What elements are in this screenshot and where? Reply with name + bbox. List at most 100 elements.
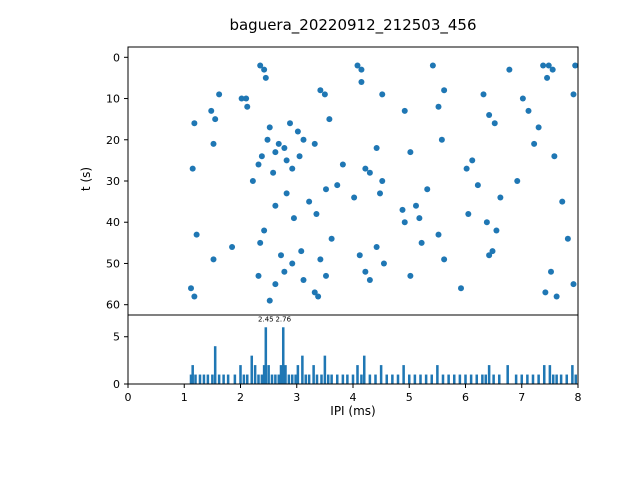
scatter-point (373, 145, 380, 152)
histogram-bar (330, 374, 333, 384)
histogram-bar (520, 374, 524, 384)
histogram-bar (351, 374, 355, 384)
histogram-bar (264, 327, 268, 384)
y-tick-label: 5 (113, 331, 120, 344)
histogram-bar (262, 365, 266, 384)
histogram-bar (189, 374, 193, 384)
scatter-point (339, 161, 346, 168)
scatter-point (438, 136, 445, 143)
histogram-bar (284, 365, 287, 384)
histogram-bar (202, 374, 206, 384)
histogram-bar (320, 374, 323, 384)
x-axis-label: IPI (ms) (330, 404, 376, 418)
scatter-point (289, 165, 296, 172)
histogram-bar (287, 374, 291, 384)
histogram-bar (206, 374, 210, 384)
scatter-point (474, 182, 481, 189)
scatter-point (300, 276, 307, 283)
scatter-point (313, 210, 320, 217)
histogram-bar (447, 374, 450, 384)
scatter-point (272, 281, 279, 288)
histogram-bar (402, 365, 405, 384)
x-tick-label: 5 (406, 391, 413, 404)
x-tick-label: 1 (181, 391, 188, 404)
histogram-bar (487, 365, 491, 384)
histogram-axes-frame (127, 314, 579, 385)
scatter-point (525, 107, 532, 114)
scatter-point (261, 66, 268, 73)
scatter-point (553, 293, 560, 300)
scatter-point (497, 194, 504, 201)
scatter-point (189, 165, 196, 172)
scatter-point (441, 87, 448, 94)
y-tick-label: 0 (113, 51, 120, 64)
scatter-point (544, 74, 551, 81)
scatter-point (424, 186, 431, 193)
histogram-bar (391, 374, 394, 384)
histogram-bar (548, 365, 552, 384)
histogram-bar (239, 365, 242, 384)
scatter-point (564, 235, 571, 242)
histogram-bar (379, 365, 383, 384)
scatter-point (334, 182, 341, 189)
scatter-point (287, 120, 293, 127)
scatter-point (358, 79, 365, 86)
histogram-bar (368, 374, 372, 384)
scatter-point (407, 149, 414, 156)
histogram-bar (407, 374, 411, 384)
scatter-point (244, 103, 251, 110)
histogram-bar (341, 374, 345, 384)
scatter-point (549, 66, 556, 73)
scatter-point (429, 62, 436, 69)
x-tick-label: 4 (350, 391, 357, 404)
scatter-point (435, 103, 442, 110)
y-tick-label: 20 (106, 134, 120, 147)
histogram-bar (226, 374, 230, 384)
scatter-point (278, 252, 284, 259)
scatter-point (326, 116, 333, 123)
scatter-point (272, 202, 279, 209)
scatter-point (506, 66, 513, 73)
scatter-point (362, 165, 369, 172)
histogram-bar (542, 365, 546, 384)
histogram-bar (458, 374, 462, 384)
scatter-point (210, 140, 217, 147)
histogram-bar (469, 374, 473, 384)
histogram-bar (277, 374, 281, 384)
histogram-bar (335, 374, 339, 384)
scatter-point (491, 120, 498, 127)
x-tick-label: 8 (575, 391, 582, 404)
histogram-bar (396, 374, 400, 384)
scatter-point (191, 293, 198, 300)
histogram-bar (274, 374, 277, 384)
histogram-bar (191, 365, 194, 384)
scatter-point (258, 153, 265, 160)
scatter-point (366, 169, 373, 176)
scatter-point (463, 165, 470, 172)
scatter-point (418, 239, 425, 246)
scatter-point (208, 107, 215, 114)
scatter-point (272, 149, 279, 156)
scatter-point (193, 231, 200, 238)
histogram-bar (362, 355, 366, 384)
scatter-point (465, 210, 472, 217)
peak-annotation: 2.76 (275, 316, 291, 324)
scatter-point (379, 178, 386, 184)
histogram-bar (346, 374, 349, 384)
histogram-bar (213, 346, 217, 384)
scatter-point (570, 281, 577, 288)
scatter-point (519, 95, 526, 102)
scatter-point (542, 289, 549, 296)
scatter-point (401, 219, 408, 226)
histogram-bar (565, 374, 569, 384)
histogram-bar (374, 374, 377, 384)
histogram-bar (419, 374, 422, 384)
histogram-bar (312, 365, 315, 384)
scatter-point (283, 190, 290, 197)
histogram-bar (194, 374, 197, 384)
scatter-point (559, 198, 566, 205)
x-tick-label: 6 (462, 391, 469, 404)
scatter-point (572, 62, 579, 69)
scatter-point (306, 198, 313, 205)
